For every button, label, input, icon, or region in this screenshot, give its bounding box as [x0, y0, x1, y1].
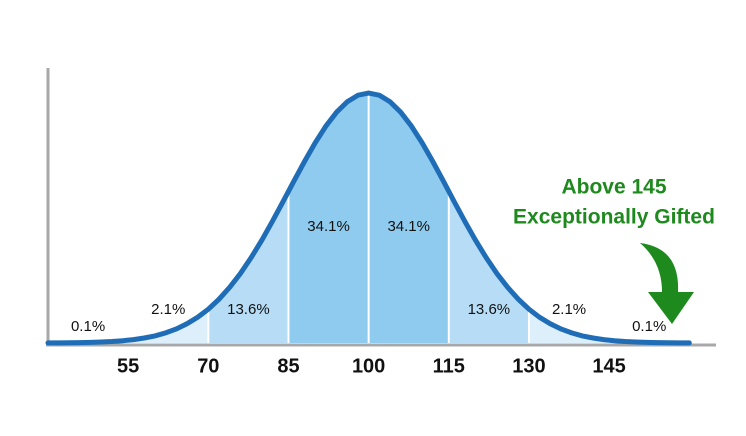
value-label: 34.1% — [307, 218, 350, 235]
value-label: 13.6% — [468, 301, 511, 318]
value-label: 2.1% — [552, 301, 586, 318]
arrow — [640, 243, 694, 324]
value-label: 2.1% — [151, 301, 185, 318]
value-label: 0.1% — [71, 318, 105, 335]
value-label: 0.1% — [632, 318, 666, 335]
x-tick-label: 130 — [512, 355, 545, 377]
x-tick-label: 115 — [433, 355, 465, 377]
region — [528, 309, 610, 343]
x-tick-label: 55 — [117, 355, 139, 377]
x-tick-label: 100 — [352, 355, 385, 377]
annotation: Exceptionally Gifted — [513, 206, 715, 229]
x-tick-label: 145 — [592, 355, 625, 377]
x-tick-label: 85 — [277, 355, 299, 377]
value-label: 13.6% — [227, 301, 270, 318]
annotation: Above 145 — [561, 176, 666, 199]
value-label: 34.1% — [387, 218, 430, 235]
x-tick-label: 70 — [197, 355, 219, 377]
region — [128, 309, 209, 343]
curve — [45, 90, 692, 346]
